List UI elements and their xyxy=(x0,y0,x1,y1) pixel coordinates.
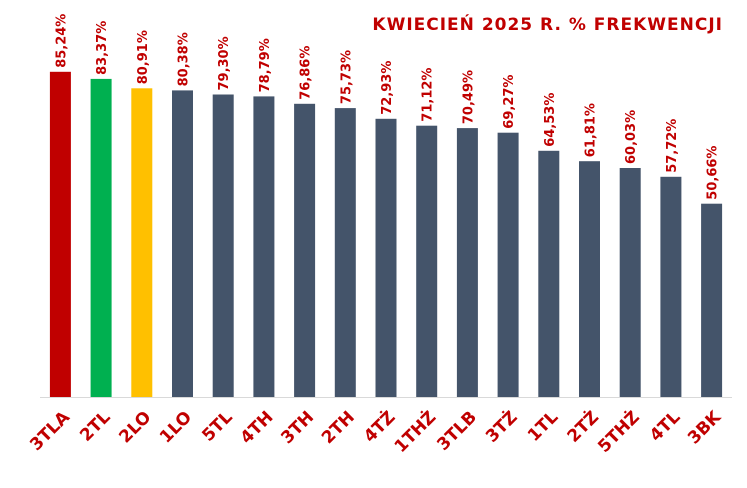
x-tick-label: 1TL xyxy=(524,407,562,445)
data-label: 83,37% xyxy=(95,21,110,75)
bar xyxy=(172,90,193,398)
x-tick-label: 1THŻ xyxy=(389,406,440,457)
x-tick-label: 4TL xyxy=(646,407,684,445)
x-tick-label: 5TL xyxy=(198,407,236,445)
bar xyxy=(334,108,356,397)
x-tick-label: 3TLB xyxy=(433,407,481,455)
x-tick-label: 3TLA xyxy=(26,407,74,455)
bar xyxy=(497,132,519,397)
bar xyxy=(456,128,478,397)
data-label: 64,53% xyxy=(543,93,558,147)
data-label: 78,79% xyxy=(258,38,273,92)
data-label: 80,38% xyxy=(177,32,192,86)
data-label: 72,93% xyxy=(380,61,395,115)
bar xyxy=(619,168,641,397)
x-tick-label: 2TL xyxy=(76,407,114,445)
bar xyxy=(416,125,438,397)
bar xyxy=(90,78,112,398)
data-label: 79,30% xyxy=(217,36,232,90)
bar xyxy=(253,96,275,398)
data-label: 60,03% xyxy=(624,110,639,164)
x-tick-label: 1LO xyxy=(156,407,196,447)
bar xyxy=(375,118,397,398)
bar xyxy=(660,176,682,397)
data-label: 76,86% xyxy=(299,46,314,100)
data-label: 80,91% xyxy=(136,30,151,84)
bar xyxy=(579,161,600,397)
x-tick-label: 2TH xyxy=(318,407,359,448)
bar xyxy=(701,203,723,397)
bar xyxy=(294,103,316,398)
data-label: 57,72% xyxy=(665,119,680,173)
data-label: 75,73% xyxy=(339,50,354,104)
chart-title: KWIECIEŃ 2025 R. % FREKWENCJI xyxy=(372,15,723,35)
x-tick-label: 3TH xyxy=(277,407,318,448)
data-label: 85,24% xyxy=(54,14,69,68)
x-tick-label: 3BK xyxy=(684,407,726,449)
x-tick-label: 4TH xyxy=(237,407,278,448)
bar xyxy=(131,88,153,398)
data-label: 70,49% xyxy=(461,70,476,124)
x-tick-label: 2LO xyxy=(115,407,155,447)
data-label: 61,81% xyxy=(584,103,599,157)
x-tick-label: 3TŻ xyxy=(481,406,522,447)
bar xyxy=(538,150,560,397)
bar xyxy=(212,94,234,397)
bar xyxy=(49,71,71,398)
x-tick-label: 5THŻ xyxy=(593,406,644,457)
data-label: 71,12% xyxy=(421,68,436,122)
data-label: 50,66% xyxy=(706,146,721,200)
data-label: 69,27% xyxy=(502,75,517,129)
